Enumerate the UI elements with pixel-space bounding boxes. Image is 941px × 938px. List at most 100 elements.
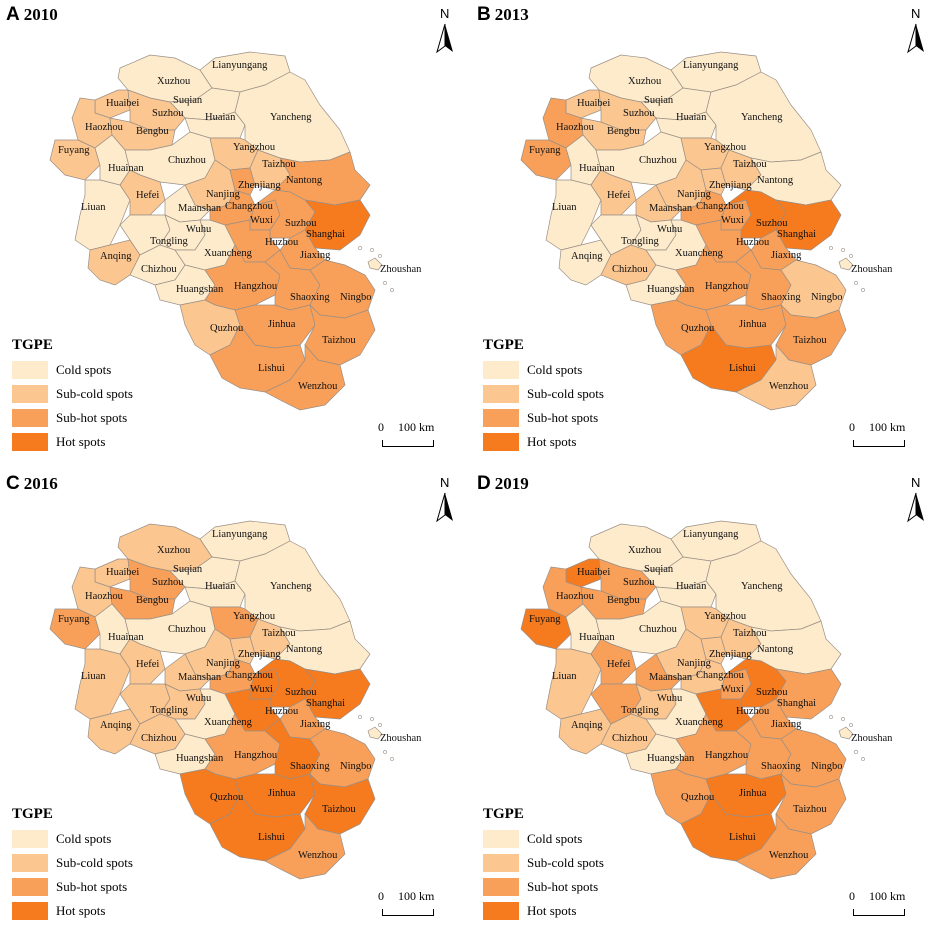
city-label-anqing: Anqing xyxy=(571,251,603,262)
island-mark xyxy=(383,281,387,285)
city-label-lishui: Lishui xyxy=(729,363,756,374)
panel-label: D 2019 xyxy=(477,473,529,495)
city-label-chizhou: Chizhou xyxy=(141,264,177,275)
island-mark xyxy=(841,248,845,252)
city-label-huainan: Huainan xyxy=(108,163,144,174)
island-mark xyxy=(841,717,845,721)
city-label-nanjing: Nanjing xyxy=(677,658,712,669)
city-label-fuyang: Fuyang xyxy=(58,614,90,625)
legend-swatch xyxy=(12,361,48,379)
city-label-yangzhou: Yangzhou xyxy=(233,142,276,153)
scale-distance: 100 km xyxy=(398,420,435,434)
city-label-xuancheng: Xuancheng xyxy=(675,717,724,728)
region-fuyang xyxy=(49,139,101,181)
city-label-hangzhou: Hangzhou xyxy=(705,750,749,761)
scale-bar-line xyxy=(853,909,905,916)
region-zhoushan xyxy=(838,257,854,271)
legend-title: TGPE xyxy=(483,337,524,353)
legend-item-cold: Cold spots xyxy=(12,358,133,382)
city-label-nanjing: Nanjing xyxy=(677,189,712,200)
region-zhenjiang xyxy=(229,167,256,196)
legend-item-subhot: Sub-hot spots xyxy=(12,406,133,430)
region-ningbo xyxy=(780,259,847,319)
legend-title: TGPE xyxy=(12,337,53,353)
legend: TGPE Cold spots Sub-cold spots Sub-hot spot… xyxy=(12,806,133,923)
legend-title: TGPE xyxy=(483,806,524,822)
legend: TGPE Cold spots Sub-cold spots Sub-hot spot… xyxy=(12,337,133,454)
legend-item-hot: Hot spots xyxy=(12,430,133,454)
panel-letter: A xyxy=(6,4,20,25)
city-label-huainan: Huainan xyxy=(579,163,615,174)
city-label-huaibei: Huaibei xyxy=(106,98,139,109)
city-label-huangshan: Huangshan xyxy=(176,753,224,764)
city-label-wuhu: Wuhu xyxy=(657,224,683,235)
legend-swatch xyxy=(483,433,519,451)
legend-swatch xyxy=(483,830,519,848)
scale-zero: 0 xyxy=(378,889,384,903)
city-label-yancheng: Yancheng xyxy=(270,112,312,123)
legend-item-subhot: Sub-hot spots xyxy=(12,875,133,899)
city-label-huaian: Huaian xyxy=(205,581,236,592)
city-label-lianyungang: Lianyungang xyxy=(683,529,739,540)
legend-swatch xyxy=(483,385,519,403)
legend-item-subcold: Sub-cold spots xyxy=(12,382,133,406)
city-label-hefei: Hefei xyxy=(136,659,159,670)
city-label-huaian: Huaian xyxy=(676,581,707,592)
legend-item-subcold: Sub-cold spots xyxy=(12,851,133,875)
city-label-nantong: Nantong xyxy=(286,175,323,186)
north-arrow-icon: N xyxy=(903,6,933,56)
city-label-wenzhou: Wenzhou xyxy=(298,850,338,861)
city-label-huaibei: Huaibei xyxy=(577,567,610,578)
legend-swatch xyxy=(12,878,48,896)
legend-item-subcold: Sub-cold spots xyxy=(483,382,604,406)
island-mark xyxy=(390,288,394,292)
city-label-maanshan: Maanshan xyxy=(649,203,693,214)
city-label-shaoxing: Shaoxing xyxy=(290,292,330,303)
city-label-ningbo: Ningbo xyxy=(811,761,843,772)
city-label-shanghai: Shanghai xyxy=(777,229,816,240)
city-label-bengbu: Bengbu xyxy=(607,126,640,137)
legend-item-cold: Cold spots xyxy=(483,827,604,851)
scale-bar: 0 100 km xyxy=(849,889,919,919)
city-label-huaian: Huaian xyxy=(205,112,236,123)
city-label-xuancheng: Xuancheng xyxy=(204,248,253,259)
city-label-shanghai: Shanghai xyxy=(306,698,345,709)
legend-swatch xyxy=(12,385,48,403)
city-label-quzhou: Quzhou xyxy=(210,792,244,803)
city-label-ningbo: Ningbo xyxy=(340,292,372,303)
region-liuan xyxy=(74,648,131,720)
panel-letter: B xyxy=(477,4,491,25)
city-label-huangshan: Huangshan xyxy=(647,284,695,295)
panel-letter: C xyxy=(6,473,20,494)
legend-label: Cold spots xyxy=(56,362,112,377)
city-label-huainan: Huainan xyxy=(108,632,144,643)
city-label-suqian: Suqian xyxy=(173,564,203,575)
city-label-wuxi: Wuxi xyxy=(250,215,273,226)
map-panel-d: Xuzhou Lianyungang Suqian Huaian Yancheng Hua… xyxy=(471,469,941,938)
panel-year: 2019 xyxy=(494,474,529,493)
city-label-huangshan: Huangshan xyxy=(176,284,224,295)
legend-swatch xyxy=(483,878,519,896)
city-label-jinhua: Jinhua xyxy=(268,788,296,799)
city-label-suzhou-js: Suzhou xyxy=(756,687,788,698)
city-label-suzhou-ah: Suzhou xyxy=(623,577,655,588)
city-label-haozhou: Haozhou xyxy=(85,591,124,602)
city-label-chuzhou: Chuzhou xyxy=(168,624,207,635)
scale-bar: 0 100 km xyxy=(378,420,448,450)
city-label-lishui: Lishui xyxy=(258,832,285,843)
region-ningbo xyxy=(780,728,847,788)
panel-label: B 2013 xyxy=(477,4,529,26)
city-label-wenzhou: Wenzhou xyxy=(298,381,338,392)
city-label-xuzhou: Xuzhou xyxy=(157,76,191,87)
city-label-shaoxing: Shaoxing xyxy=(761,292,801,303)
region-shanghai xyxy=(304,668,371,720)
city-label-shanghai: Shanghai xyxy=(306,229,345,240)
legend-swatch xyxy=(12,854,48,872)
legend-label: Hot spots xyxy=(527,903,577,918)
region-taizhou-zj xyxy=(775,303,847,366)
legend: TGPE Cold spots Sub-cold spots Sub-hot spot… xyxy=(483,337,604,454)
city-label-huzhou: Huzhou xyxy=(736,237,770,248)
legend-label: Sub-hot spots xyxy=(527,879,599,894)
